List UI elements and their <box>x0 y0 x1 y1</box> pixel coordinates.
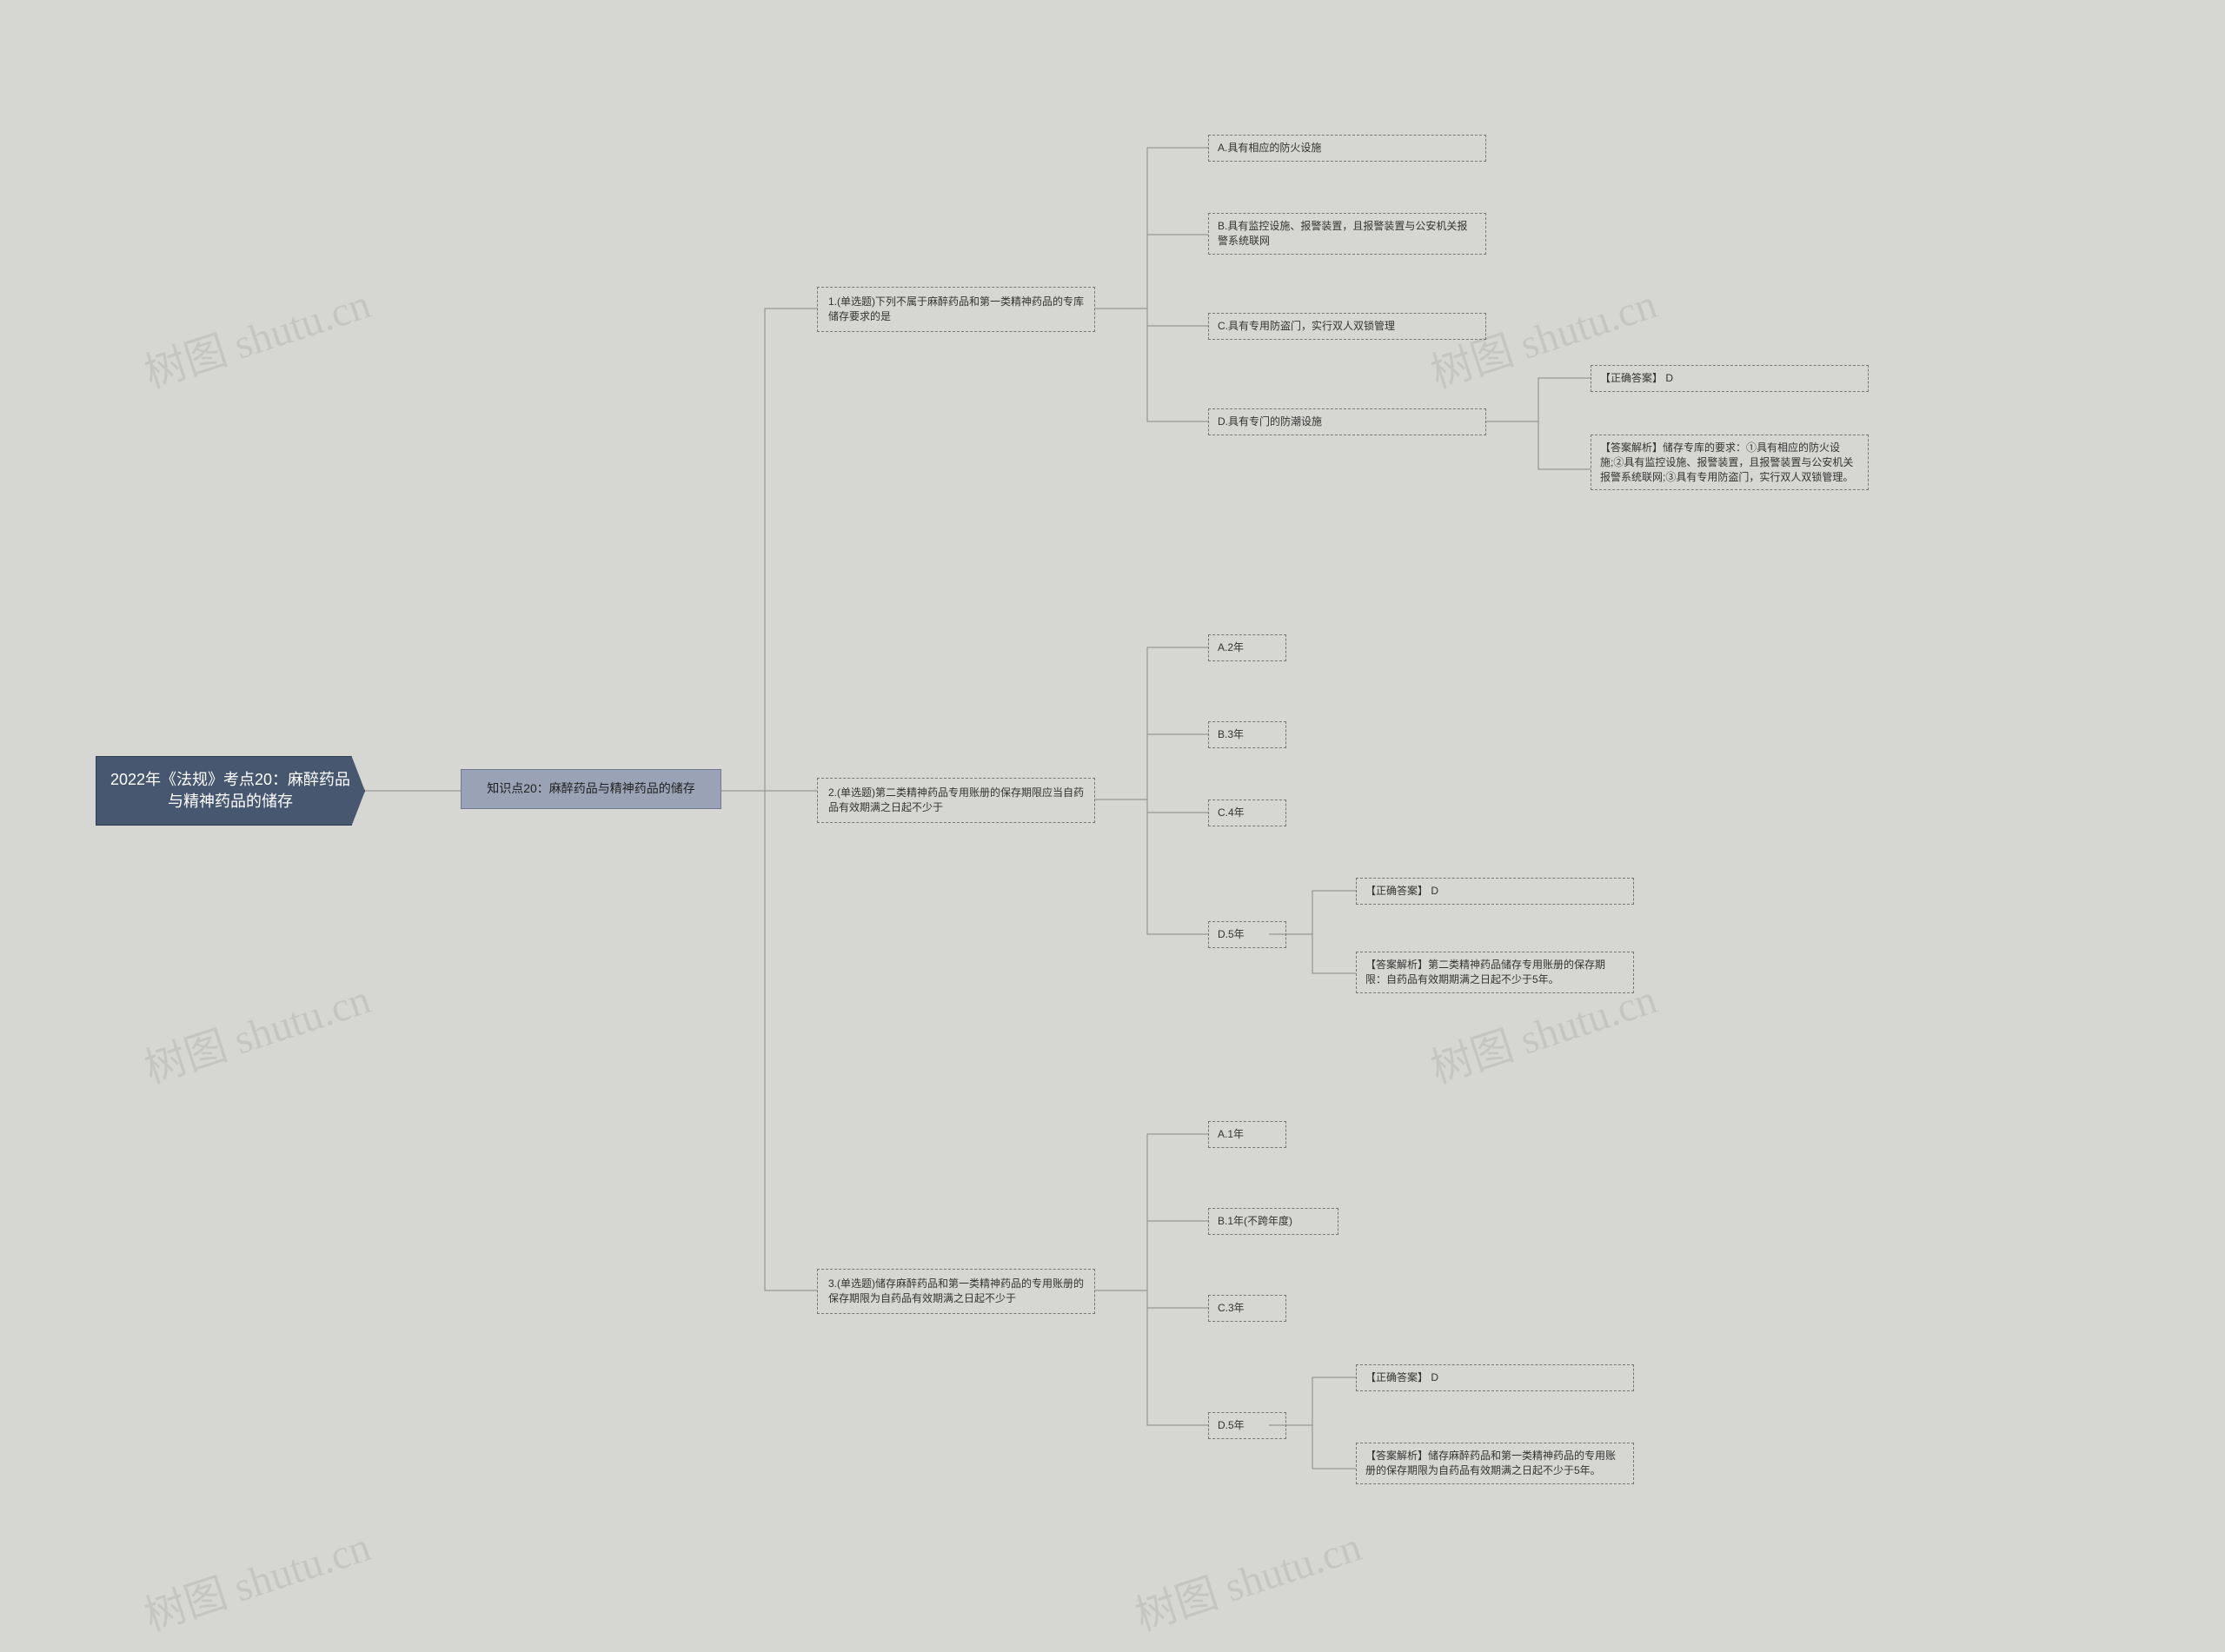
q2-option-b[interactable]: B.3年 <box>1208 721 1286 748</box>
q3-analysis: 【答案解析】储存麻醉药品和第一类精神药品的专用账册的保存期限为自药品有效期满之日… <box>1356 1443 1634 1484</box>
q3-option-a[interactable]: A.1年 <box>1208 1121 1286 1148</box>
question-3[interactable]: 3.(单选题)储存麻醉药品和第一类精神药品的专用账册的保存期限为自药品有效期满之… <box>817 1269 1095 1314</box>
q2-analysis: 【答案解析】第二类精神药品储存专用账册的保存期限：自药品有效期期满之日起不少于5… <box>1356 952 1634 993</box>
question-2[interactable]: 2.(单选题)第二类精神药品专用账册的保存期限应当自药品有效期满之日起不少于 <box>817 778 1095 823</box>
topic-node[interactable]: 知识点20：麻醉药品与精神药品的储存 <box>461 769 721 809</box>
q2-option-d[interactable]: D.5年 <box>1208 921 1286 948</box>
question-1[interactable]: 1.(单选题)下列不属于麻醉药品和第一类精神药品的专库储存要求的是 <box>817 287 1095 332</box>
q1-option-c[interactable]: C.具有专用防盗门，实行双人双锁管理 <box>1208 313 1486 340</box>
q1-option-a[interactable]: A.具有相应的防火设施 <box>1208 135 1486 162</box>
q2-option-a[interactable]: A.2年 <box>1208 634 1286 661</box>
q1-analysis: 【答案解析】储存专库的要求：①具有相应的防火设施;②具有监控设施、报警装置，且报… <box>1591 435 1869 490</box>
q3-option-c[interactable]: C.3年 <box>1208 1295 1286 1322</box>
watermark: 树图 shutu.cn <box>136 965 377 1095</box>
q1-option-d[interactable]: D.具有专门的防潮设施 <box>1208 408 1486 435</box>
watermark: 树图 shutu.cn <box>136 1512 377 1642</box>
watermark: 树图 shutu.cn <box>1126 1512 1368 1642</box>
q2-answer: 【正确答案】 D <box>1356 878 1634 905</box>
q3-option-d[interactable]: D.5年 <box>1208 1412 1286 1439</box>
q3-option-b[interactable]: B.1年(不跨年度) <box>1208 1208 1338 1235</box>
connector-lines <box>0 0 2225 1652</box>
q3-answer: 【正确答案】 D <box>1356 1364 1634 1391</box>
root-node[interactable]: 2022年《法规》考点20：麻醉药品与精神药品的储存 <box>96 756 365 826</box>
q2-option-c[interactable]: C.4年 <box>1208 799 1286 826</box>
watermark: 树图 shutu.cn <box>136 269 377 400</box>
q1-option-b[interactable]: B.具有监控设施、报警装置，且报警装置与公安机关报警系统联网 <box>1208 213 1486 255</box>
q1-answer: 【正确答案】 D <box>1591 365 1869 392</box>
